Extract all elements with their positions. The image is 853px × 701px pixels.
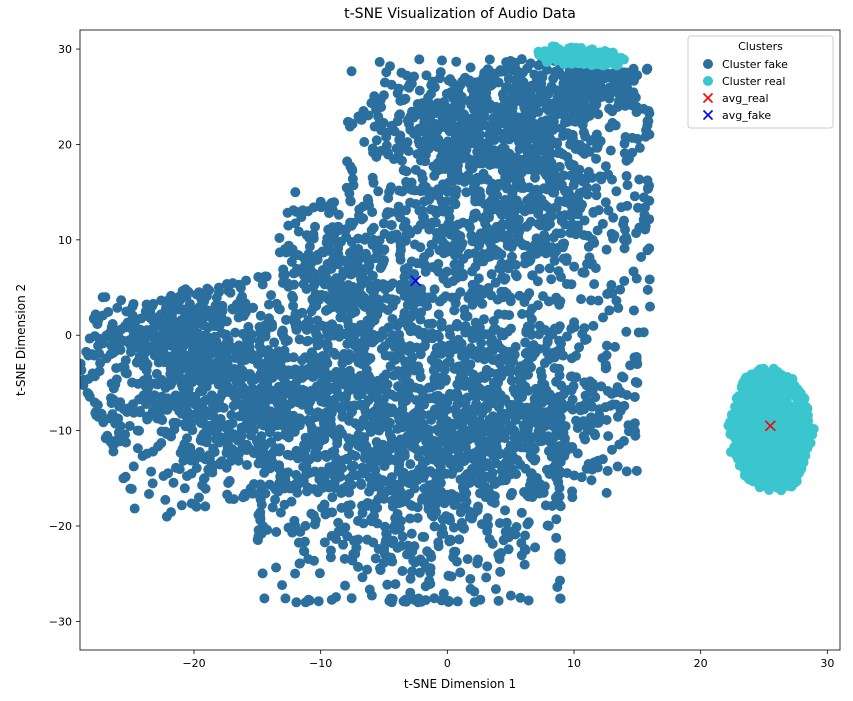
y-tick-label: 10 — [58, 234, 72, 247]
x-tick-label: 30 — [820, 657, 834, 670]
x-tick-label: 0 — [444, 657, 451, 670]
chart-svg: −20 −10 0 10 20 30 −30 −20 −10 0 10 20 30 t-SNE Vis… — [0, 0, 853, 701]
y-tick-label: 0 — [65, 329, 72, 342]
y-tick-label: 30 — [58, 43, 72, 56]
legend-title: Clusters — [738, 40, 783, 53]
legend-item-label: avg_real — [722, 92, 769, 105]
legend-dot-icon — [703, 76, 713, 86]
x-tick-label: −10 — [309, 657, 332, 670]
x-tick-label: 10 — [567, 657, 581, 670]
y-tick-label: −10 — [49, 425, 72, 438]
y-tick-label: 20 — [58, 138, 72, 151]
x-axis-label: t-SNE Dimension 1 — [404, 677, 516, 691]
legend: Clusters Cluster fake Cluster real avg_real… — [688, 36, 833, 128]
y-tick-label: −30 — [49, 615, 72, 628]
legend-item-label: Cluster fake — [722, 58, 788, 71]
y-axis-label: t-SNE Dimension 2 — [14, 284, 28, 396]
x-tick-label: −20 — [182, 657, 205, 670]
legend-dot-icon — [703, 59, 713, 69]
tsne-scatter-chart: −20 −10 0 10 20 30 −30 −20 −10 0 10 20 30 t-SNE Vis… — [0, 0, 853, 701]
chart-title: t-SNE Visualization of Audio Data — [344, 6, 576, 22]
legend-item-label: Cluster real — [722, 75, 785, 88]
legend-item-label: avg_fake — [722, 109, 771, 122]
y-tick-label: −20 — [49, 520, 72, 533]
x-tick-label: 20 — [694, 657, 708, 670]
